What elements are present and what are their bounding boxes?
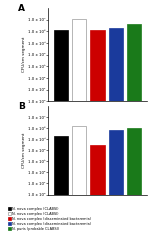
Bar [109,130,123,195]
Text: B: B [18,103,25,111]
Y-axis label: CFU/cm segment: CFU/cm segment [22,133,26,168]
Y-axis label: CFU/cm segment: CFU/cm segment [22,37,26,72]
Bar [54,136,68,195]
Bar [72,126,86,195]
Bar [72,19,86,101]
Bar [54,30,68,101]
Bar [90,145,105,195]
Bar [127,24,141,101]
Bar [90,30,105,101]
Bar [127,128,141,195]
Text: A: A [18,4,25,14]
Legend: N. nova complex (CLABSI), N. nova complex (CLABSI), N. nova complex (disseminate: N. nova complex (CLABSI), N. nova comple… [8,207,91,231]
Bar [109,28,123,101]
